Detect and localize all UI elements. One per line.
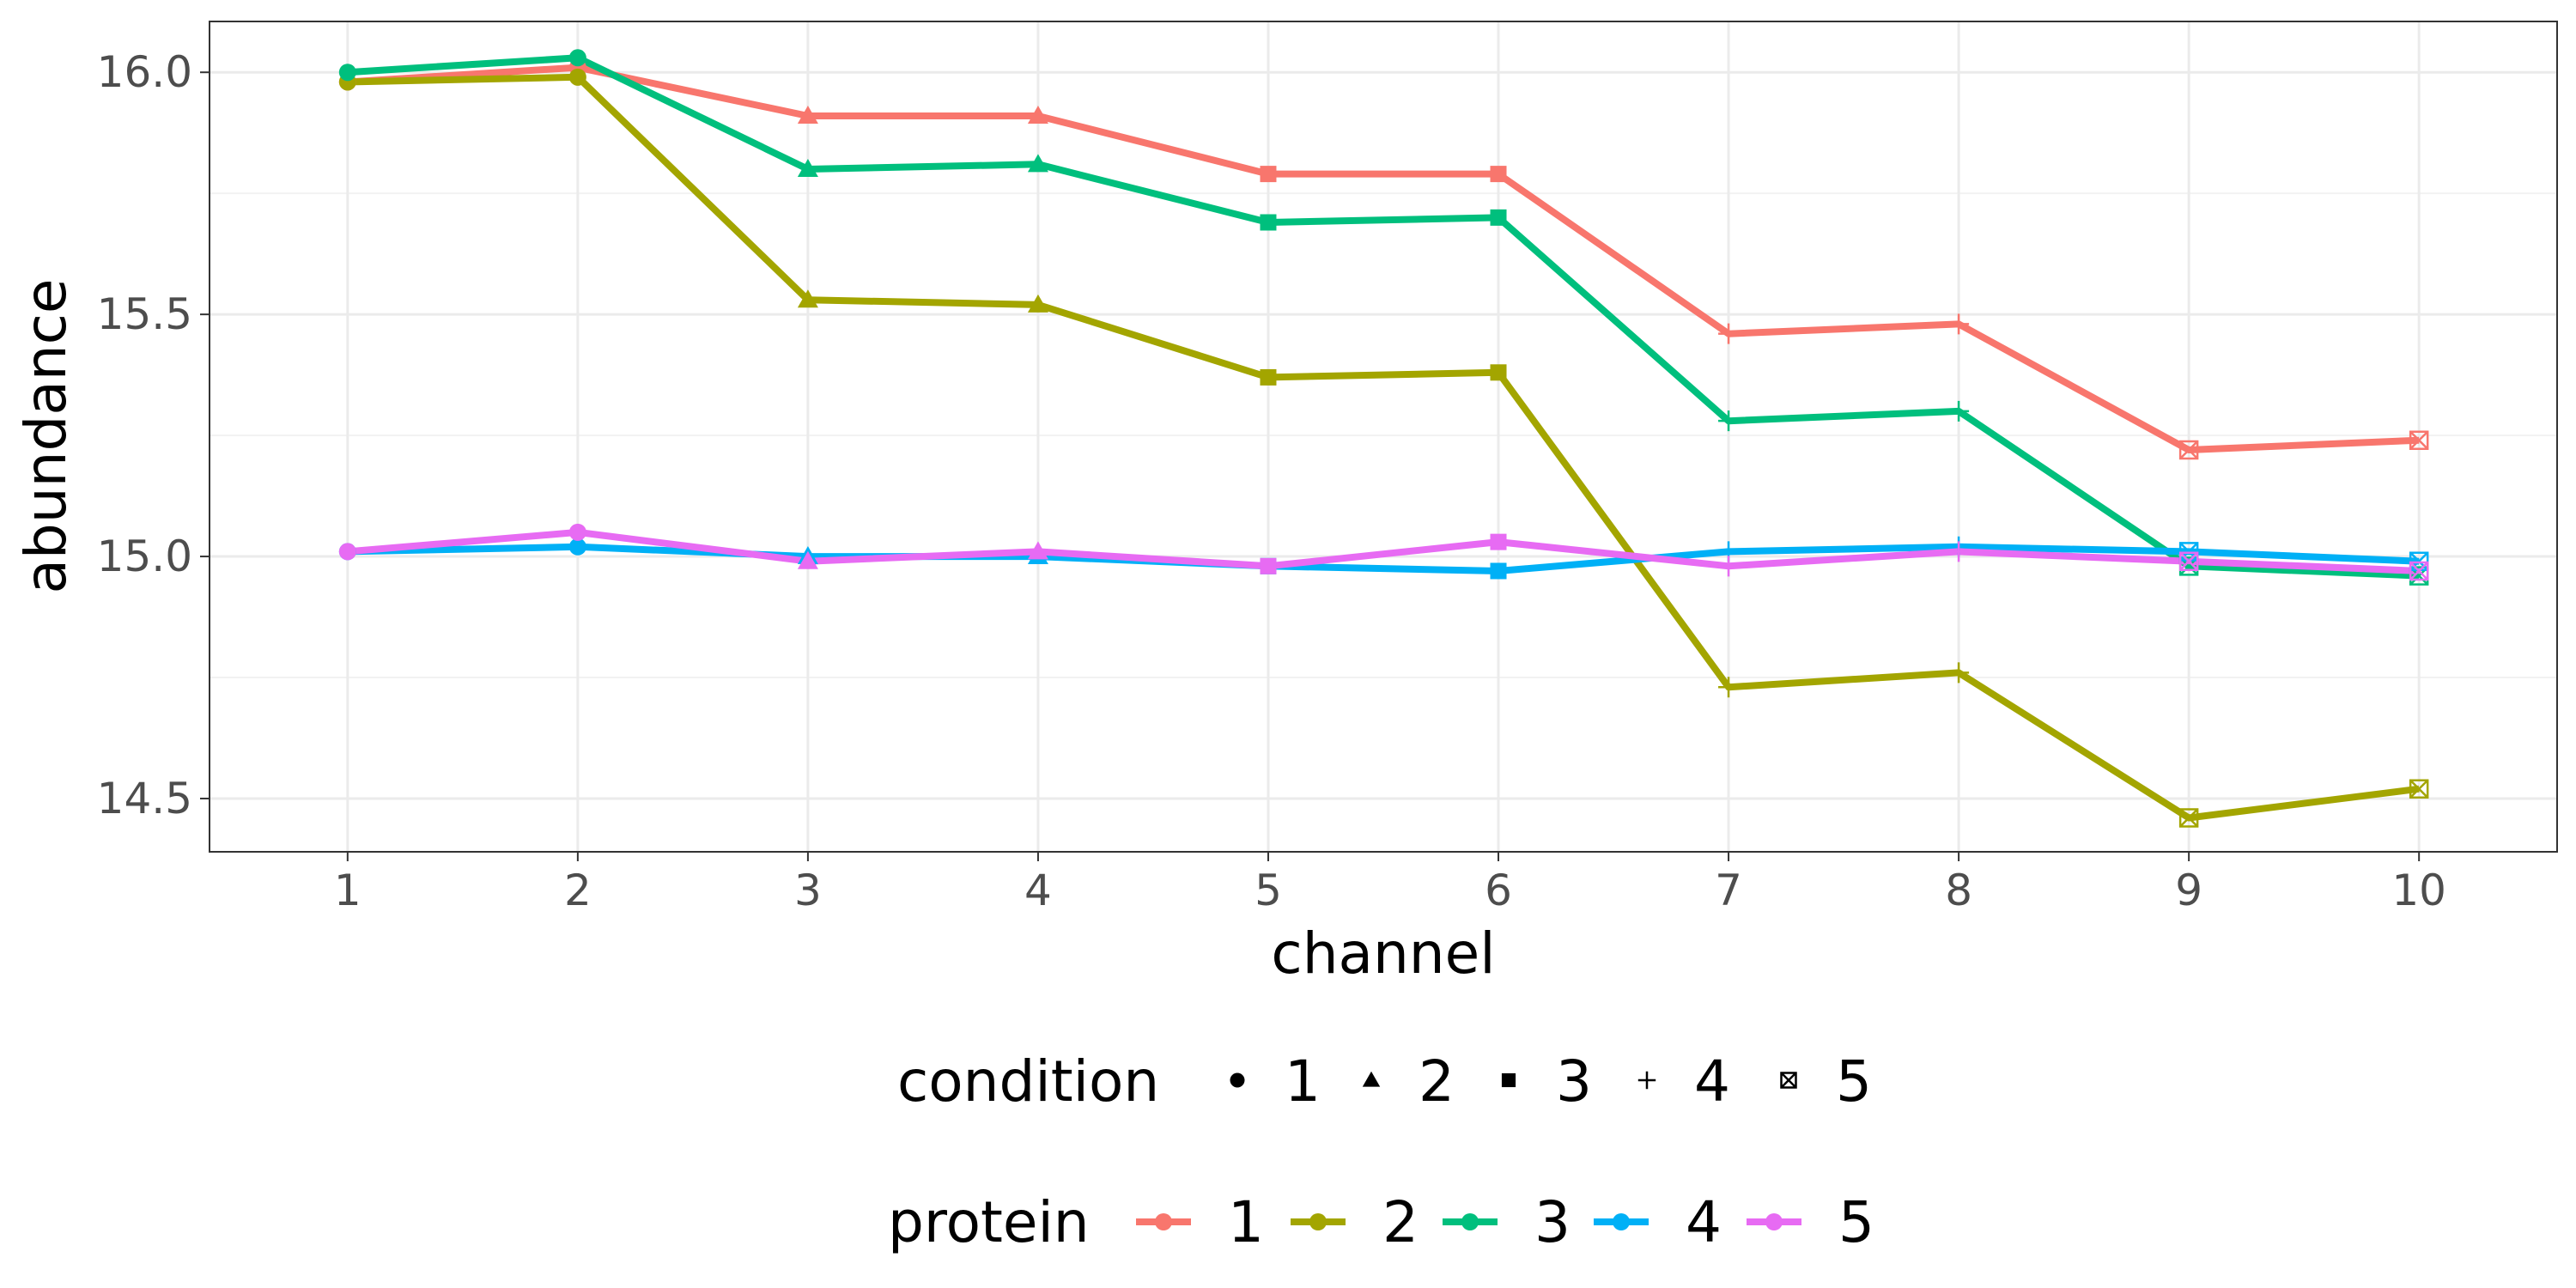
major-gridlines [210, 21, 2557, 852]
x-axis-ticks: 1 2 3 4 5 6 7 8 9 10 [334, 852, 2446, 915]
legend-condition-label-5: 5 [1836, 1048, 1872, 1115]
x-tick-label: 3 [794, 866, 822, 915]
data-point-protein-5-channel-5 [1260, 557, 1277, 574]
data-point-protein-2-channel-3 [797, 289, 818, 308]
series-lines [347, 54, 2420, 822]
legend-condition-key-3 [1501, 1072, 1516, 1088]
data-point-protein-3-channel-7 [1718, 410, 1740, 432]
data-point-protein-2-channel-7 [1718, 677, 1740, 698]
y-tick-label: 15.5 [97, 289, 192, 339]
legend-protein-point-4 [1613, 1213, 1630, 1230]
data-point-protein-1-channel-9 [2178, 440, 2199, 460]
legend-protein-label-4: 4 [1686, 1189, 1722, 1255]
legend-condition-items: 1 2 3 4 5 [1230, 1048, 1872, 1115]
y-axis-title: abundance [13, 278, 79, 593]
x-tick-label: 6 [1485, 866, 1512, 915]
panel-border [209, 21, 2558, 853]
x-tick-label: 7 [1715, 866, 1742, 915]
legend-protein: protein 1 2 3 4 5 [888, 1189, 1874, 1255]
legend-condition-key-5 [1780, 1072, 1797, 1089]
legend-protein-point-2 [1309, 1213, 1327, 1230]
x-tick-label: 8 [1945, 866, 1972, 915]
data-point-protein-1-channel-5 [1260, 166, 1277, 183]
x-tick-label: 5 [1255, 866, 1282, 915]
legend-protein-label-5: 5 [1838, 1189, 1874, 1255]
series-line-protein-5 [347, 528, 2420, 574]
data-point-protein-5-channel-2 [568, 523, 586, 541]
legend-protein-items: 1 2 3 4 5 [1136, 1189, 1874, 1255]
x-tick-label: 2 [564, 866, 592, 915]
series-points [338, 49, 2429, 828]
data-point-protein-3-channel-2 [568, 49, 586, 67]
data-point-protein-5-channel-1 [338, 543, 356, 561]
plot-panel [210, 21, 2557, 852]
data-point-protein-5-channel-3 [797, 550, 818, 569]
y-tick-label: 15.0 [97, 532, 192, 581]
data-point-protein-3-channel-8 [1948, 400, 1970, 422]
legend-condition-key-1 [1230, 1072, 1245, 1088]
data-point-protein-2-channel-5 [1260, 368, 1277, 386]
data-point-protein-3-channel-6 [1490, 209, 1507, 226]
data-point-protein-2-channel-4 [1027, 294, 1048, 313]
legend-condition-label-1: 1 [1285, 1048, 1321, 1115]
data-point-protein-5-channel-9 [2178, 551, 2199, 571]
legend-condition-key-4 [1637, 1071, 1656, 1090]
data-point-protein-3-channel-1 [338, 64, 356, 82]
legend-condition-key-2 [1362, 1071, 1381, 1087]
legend-condition: condition 1 2 3 4 5 [897, 1048, 1872, 1115]
legend-condition-title: condition [897, 1048, 1159, 1115]
y-axis-ticks: 14.5 15.0 15.5 16.0 [97, 47, 210, 823]
data-point-protein-1-channel-10 [2409, 430, 2429, 450]
data-point-protein-2-channel-8 [1948, 662, 1970, 683]
data-point-protein-5-channel-10 [2409, 561, 2429, 581]
legend-condition-label-3: 3 [1556, 1048, 1592, 1115]
data-point-protein-5-channel-7 [1718, 556, 1740, 577]
data-point-protein-3-channel-3 [797, 158, 818, 177]
legend-protein-point-5 [1765, 1213, 1783, 1230]
legend-protein-label-2: 2 [1382, 1189, 1419, 1255]
data-point-protein-5-channel-8 [1948, 541, 1970, 562]
data-point-protein-1-channel-7 [1718, 323, 1740, 344]
x-tick-label: 1 [334, 866, 361, 915]
series-line-protein-2 [347, 73, 2420, 822]
legend-condition-label-4: 4 [1694, 1048, 1730, 1115]
data-point-protein-3-channel-4 [1027, 154, 1048, 173]
legend-protein-point-1 [1155, 1213, 1172, 1230]
x-axis-title: channel [1271, 920, 1495, 987]
series-line-protein-4 [347, 543, 2420, 574]
data-point-protein-1-channel-8 [1948, 313, 1970, 335]
data-point-protein-2-channel-10 [2409, 779, 2429, 799]
y-tick-label: 14.5 [97, 774, 192, 823]
data-point-protein-3-channel-5 [1260, 214, 1277, 231]
data-point-protein-4-channel-6 [1490, 562, 1507, 580]
data-point-protein-1-channel-6 [1490, 166, 1507, 183]
x-tick-label: 9 [2175, 866, 2202, 915]
x-tick-label: 10 [2391, 866, 2446, 915]
legend-protein-label-1: 1 [1228, 1189, 1264, 1255]
legend-protein-point-3 [1461, 1213, 1479, 1230]
x-tick-label: 4 [1024, 866, 1052, 915]
data-point-protein-1-channel-3 [797, 105, 818, 124]
data-point-protein-2-channel-6 [1490, 364, 1507, 381]
y-tick-label: 16.0 [97, 47, 192, 97]
legend-protein-label-3: 3 [1534, 1189, 1571, 1255]
data-point-protein-4-channel-2 [568, 538, 586, 556]
data-point-protein-5-channel-4 [1027, 541, 1048, 560]
data-point-protein-2-channel-2 [568, 68, 586, 86]
legend-protein-title: protein [888, 1189, 1090, 1255]
legend-condition-label-2: 2 [1419, 1048, 1455, 1115]
data-point-protein-1-channel-4 [1027, 105, 1048, 124]
series-line-protein-1 [347, 64, 2420, 453]
data-point-protein-5-channel-6 [1490, 533, 1507, 550]
data-point-protein-2-channel-9 [2178, 808, 2199, 828]
series-line-protein-3 [347, 54, 2420, 580]
